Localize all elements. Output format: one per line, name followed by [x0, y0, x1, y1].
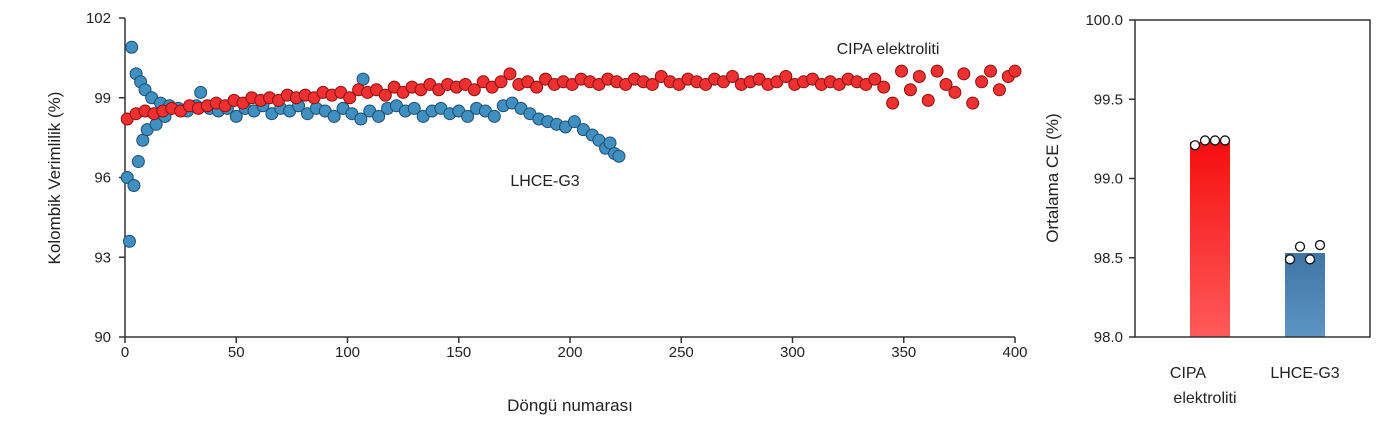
- bar-y-axis-label: Ortalama CE (%): [1043, 113, 1062, 242]
- annotation-lhce: LHCE-G3: [510, 173, 579, 190]
- scatter-chart: Kolombik Verimlilik (%) Döngü numarası C…: [45, 10, 1028, 415]
- y-tick-label: 90: [94, 329, 111, 346]
- data-point: [530, 80, 544, 94]
- y-tick-label: 98.5: [1094, 250, 1123, 267]
- data-point: [487, 109, 501, 123]
- y-tick-label: 93: [94, 249, 111, 266]
- data-point: [354, 112, 368, 126]
- data-point: [921, 93, 935, 107]
- data-point: [378, 88, 392, 102]
- data-point: [895, 64, 909, 78]
- y-tick-label: 100.0: [1085, 12, 1123, 29]
- annotation-cipa: CIPA elektroliti: [837, 41, 940, 58]
- bar-1: [1285, 252, 1325, 337]
- data-point: [1008, 64, 1022, 78]
- x-tick-label: 50: [228, 344, 245, 361]
- plot-frame: [1134, 19, 1371, 338]
- data-point: [467, 83, 481, 97]
- x-tick-label: 350: [891, 344, 916, 361]
- data-point: [612, 149, 626, 163]
- replicate-point: [1219, 135, 1231, 146]
- data-point: [725, 69, 739, 83]
- data-point: [503, 67, 517, 81]
- data-point: [984, 64, 998, 78]
- y-tick-label: 98.0: [1094, 329, 1123, 346]
- data-point: [327, 109, 341, 123]
- data-point: [912, 69, 926, 83]
- y-tick-label: 99: [94, 90, 111, 107]
- data-point: [992, 83, 1006, 97]
- data-point: [930, 64, 944, 78]
- data-point: [461, 109, 475, 123]
- data-point: [957, 67, 971, 81]
- data-point: [194, 85, 208, 99]
- data-point: [567, 115, 581, 129]
- data-point: [877, 80, 891, 94]
- bar-chart: Ortalama CE (%) CIPA elektroliti LHCE-G3…: [1043, 12, 1371, 407]
- data-point: [494, 75, 508, 89]
- data-point: [127, 178, 141, 192]
- data-point: [948, 85, 962, 99]
- data-point: [343, 91, 357, 105]
- data-point: [131, 155, 145, 169]
- replicate-point: [1294, 241, 1306, 252]
- x-tick-label: 0: [121, 344, 129, 361]
- data-point: [886, 96, 900, 110]
- data-point: [868, 72, 882, 86]
- data-point: [372, 109, 386, 123]
- x-tick-label: 200: [557, 344, 582, 361]
- data-point: [939, 77, 953, 91]
- data-point: [645, 77, 659, 91]
- replicate-point: [1284, 254, 1296, 265]
- series-cipa: [120, 64, 1022, 126]
- replicate-point: [1189, 140, 1201, 151]
- data-point: [975, 75, 989, 89]
- data-point: [407, 101, 421, 115]
- x-tick-label: 400: [1002, 344, 1027, 361]
- x-tick-label: 100: [335, 344, 360, 361]
- data-point: [903, 83, 917, 97]
- series-lhce-g3: [120, 40, 626, 248]
- category-label-cipa-2: elektroliti: [1173, 390, 1236, 407]
- category-label-lhce: LHCE-G3: [1270, 365, 1339, 382]
- x-tick-label: 250: [669, 344, 694, 361]
- x-tick-label: 300: [780, 344, 805, 361]
- data-point: [125, 40, 139, 54]
- replicate-point: [1209, 135, 1221, 146]
- y-tick-label: 96: [94, 170, 111, 187]
- y-tick-label: 102: [86, 10, 111, 27]
- data-point: [122, 234, 136, 248]
- x-axis-label: Döngü numarası: [507, 396, 633, 415]
- replicate-point: [1304, 254, 1316, 265]
- y-axis-label: Kolombik Verimlilik (%): [45, 92, 64, 265]
- replicate-point: [1314, 239, 1326, 251]
- y-tick-label: 99.0: [1094, 171, 1123, 188]
- bar-0: [1190, 142, 1230, 337]
- x-tick-label: 150: [446, 344, 471, 361]
- replicate-point: [1199, 135, 1211, 146]
- category-label-cipa-1: CIPA: [1170, 365, 1206, 382]
- data-point: [966, 96, 980, 110]
- data-point: [229, 109, 243, 123]
- y-tick-label: 99.5: [1094, 91, 1123, 108]
- data-point: [779, 69, 793, 83]
